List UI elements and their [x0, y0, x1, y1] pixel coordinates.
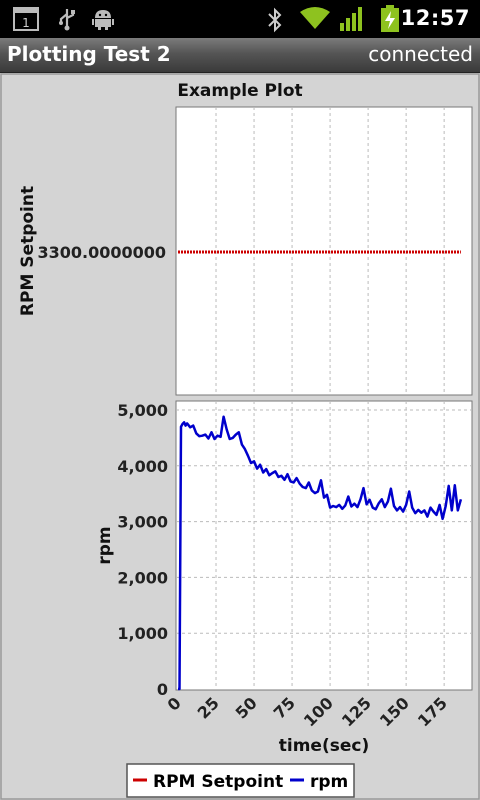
x-tick-label: 75 — [270, 693, 299, 722]
battery-charging-icon — [381, 5, 399, 32]
x-tick-label: 125 — [338, 693, 375, 730]
x-tick-label: 25 — [194, 693, 223, 722]
y-axis-title-rpm: rpm — [95, 526, 115, 564]
plot-area: Example Plot 3300.0000000 RPM Setpoint 0 1,0… — [0, 73, 480, 800]
x-tick-label: 50 — [232, 693, 261, 722]
notification-count-icon[interactable]: 1 — [13, 7, 39, 31]
bluetooth-icon — [268, 7, 282, 33]
y-tick-label: 2,000 — [117, 568, 168, 587]
y-tick-label: 1,000 — [117, 624, 168, 643]
plot-panel-2 — [175, 400, 473, 691]
y-tick-label: 4,000 — [117, 457, 168, 476]
status-bar: 1 12:57 — [0, 0, 480, 38]
legend-box — [126, 763, 355, 798]
y-tick-label: 3,000 — [117, 513, 168, 532]
x-tick-label: 175 — [414, 693, 451, 730]
notification-count: 1 — [22, 16, 30, 30]
y-tick-label: 3300.0000000 — [37, 243, 166, 262]
x-tick-label: 150 — [376, 693, 413, 730]
app-title-bar: Plotting Test 2 connected — [0, 38, 480, 73]
y-tick-label: 0 — [157, 680, 168, 699]
wifi-icon — [300, 7, 330, 29]
x-axis-title: time(sec) — [279, 736, 369, 756]
legend-label-rpm: rpm — [310, 772, 348, 792]
usb-icon — [59, 9, 75, 31]
chart-border — [0, 73, 480, 800]
android-debug-icon — [92, 10, 114, 30]
connection-status: connected — [368, 42, 473, 66]
chart-title: Example Plot — [177, 81, 302, 101]
y-axis-title-setpoint: RPM Setpoint — [18, 186, 38, 316]
y-tick-label: 5,000 — [117, 401, 168, 420]
app-title: Plotting Test 2 — [7, 42, 171, 66]
series-line-rpm — [178, 415, 463, 691]
legend-label-rpm-setpoint: RPM Setpoint — [153, 772, 283, 792]
status-clock: 12:57 — [400, 6, 470, 30]
signal-icon — [340, 7, 362, 31]
x-tick-label: 100 — [300, 693, 337, 730]
